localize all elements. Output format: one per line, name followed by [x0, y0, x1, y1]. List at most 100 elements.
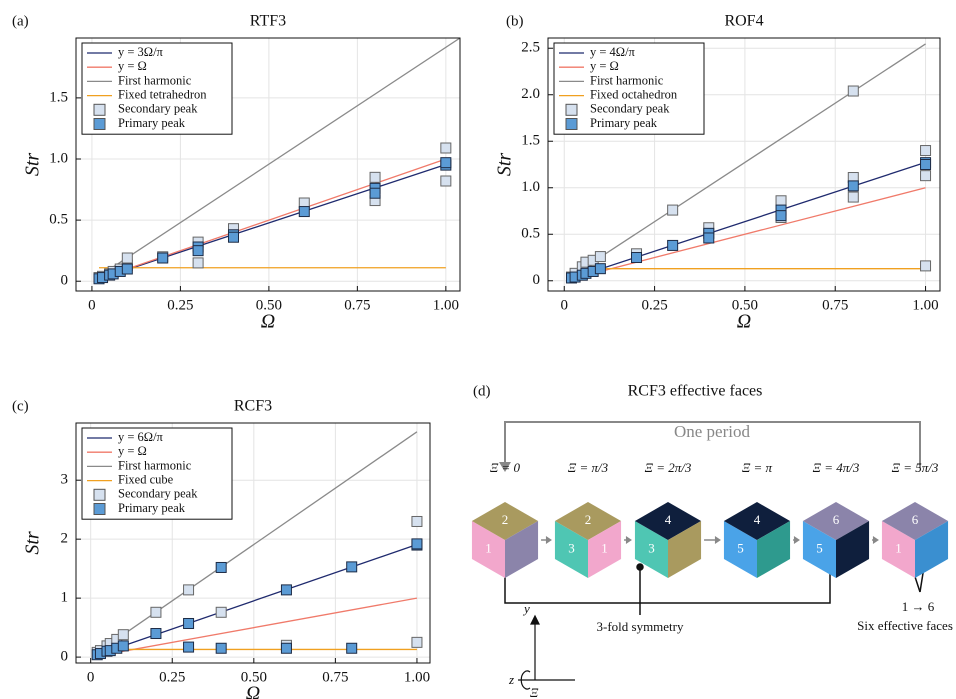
data-point: [703, 232, 715, 244]
series-line: [97, 597, 418, 657]
face-number: 4: [665, 512, 672, 527]
legend-label: Primary peak: [118, 501, 186, 515]
legend-label: y = Ω: [118, 59, 147, 73]
faces-label: Six effective faces: [857, 618, 953, 633]
face-number: 2: [585, 512, 592, 527]
cube-face: [757, 521, 791, 578]
plot-marks: [571, 43, 926, 280]
x-tick-label: 0.25: [167, 297, 193, 313]
cube-face: [554, 521, 588, 578]
data-point: [183, 641, 195, 653]
data-point: [215, 642, 227, 654]
y-tick-label: 0: [533, 272, 541, 288]
data-point: [847, 85, 859, 97]
legend-label: First harmonic: [118, 73, 192, 87]
data-point: [920, 170, 932, 182]
arrow-head: [872, 536, 879, 544]
period-bracket: [499, 421, 921, 472]
legend-box: [553, 42, 705, 135]
data-point: [346, 642, 358, 654]
y-tick-label: 2: [61, 531, 69, 547]
data-point: [847, 180, 859, 192]
face-number: 2: [502, 512, 509, 527]
data-point: [280, 642, 292, 654]
data-point: [775, 210, 787, 222]
x-tick-label: 0: [88, 297, 96, 313]
legend-label: First harmonic: [118, 458, 192, 472]
x-tick-label: 1.00: [404, 669, 430, 685]
arrow-head: [793, 536, 800, 544]
legend-label: Fixed cube: [118, 472, 174, 486]
legend-label: Primary peak: [118, 116, 186, 130]
x-tick-label: 0.25: [641, 297, 667, 313]
phase-label: Ξ = 5π/3: [892, 460, 939, 475]
cube-face: [723, 502, 791, 540]
y-tick-label: 1: [61, 590, 69, 606]
legend-label: Fixed octahedron: [590, 87, 678, 101]
y-tick-label: 0.5: [49, 212, 68, 228]
data-point: [631, 252, 643, 264]
face-number: 1: [895, 540, 902, 555]
phase-label: Ξ = π/3: [568, 460, 609, 475]
phase-label: Ξ = π: [742, 460, 773, 475]
panel-label: (b): [506, 13, 524, 29]
x-tick-label: 0.25: [159, 669, 185, 685]
data-point: [411, 636, 423, 648]
x-tick-label: 0.50: [256, 297, 282, 313]
cube-face: [471, 502, 539, 540]
legend-swatch: [93, 103, 106, 116]
series-line: [571, 43, 926, 277]
chart-title: RCF3: [234, 398, 272, 415]
series-line: [571, 161, 926, 280]
data-point: [920, 159, 932, 170]
data-point: [440, 175, 452, 187]
face-number: 6: [912, 512, 919, 527]
chart-title: ROF4: [724, 13, 763, 30]
period-label: One period: [674, 422, 751, 441]
axis-y: y: [522, 601, 530, 616]
cube-face: [554, 502, 622, 540]
phase-label: Ξ = 2π/3: [645, 460, 692, 475]
cube-face: [881, 521, 915, 578]
legend-label: First harmonic: [590, 73, 664, 87]
x-tick-label: 0.75: [322, 669, 348, 685]
data-point: [440, 142, 452, 154]
panel-label: (d): [473, 383, 491, 399]
data-point: [440, 157, 452, 169]
data-point: [847, 191, 859, 203]
arrow-head: [545, 536, 552, 544]
legend-label: Secondary peak: [118, 487, 198, 501]
y-tick-label: 3: [61, 472, 69, 488]
legend-label: Secondary peak: [118, 102, 198, 116]
y-tick-label: 2.0: [521, 86, 540, 102]
data-point: [369, 171, 381, 183]
legend-box: [81, 42, 233, 135]
panel-label: (c): [12, 398, 29, 414]
legend-label: Secondary peak: [590, 102, 670, 116]
data-point: [594, 251, 606, 263]
data-point: [215, 606, 227, 618]
phase-label: Ξ = 0: [490, 460, 521, 475]
legend-box: [81, 427, 233, 520]
rotation-arrow: [520, 670, 531, 690]
phase-label: Ξ = 4π/3: [813, 460, 860, 475]
y-tick-label: 1.5: [521, 133, 540, 149]
data-point: [150, 606, 162, 618]
panel-label: (a): [12, 13, 29, 29]
x-axis-label: Ω: [246, 683, 260, 699]
legend-swatch: [565, 118, 578, 130]
data-point: [183, 617, 195, 629]
series-line: [98, 163, 447, 280]
plot-marks: [98, 38, 460, 280]
data-point: [920, 260, 932, 272]
data-point: [775, 195, 787, 207]
data-point: [157, 252, 169, 264]
x-tick-label: 0.50: [732, 297, 758, 313]
cube-face: [634, 521, 668, 578]
x-tick-label: 1.00: [433, 297, 459, 313]
data-point: [227, 231, 239, 243]
axis-rotation: Ξ: [530, 685, 539, 699]
face-number: 3: [648, 540, 655, 555]
x-tick-label: 0.75: [822, 297, 848, 313]
x-axis-label: Ω: [737, 311, 751, 333]
